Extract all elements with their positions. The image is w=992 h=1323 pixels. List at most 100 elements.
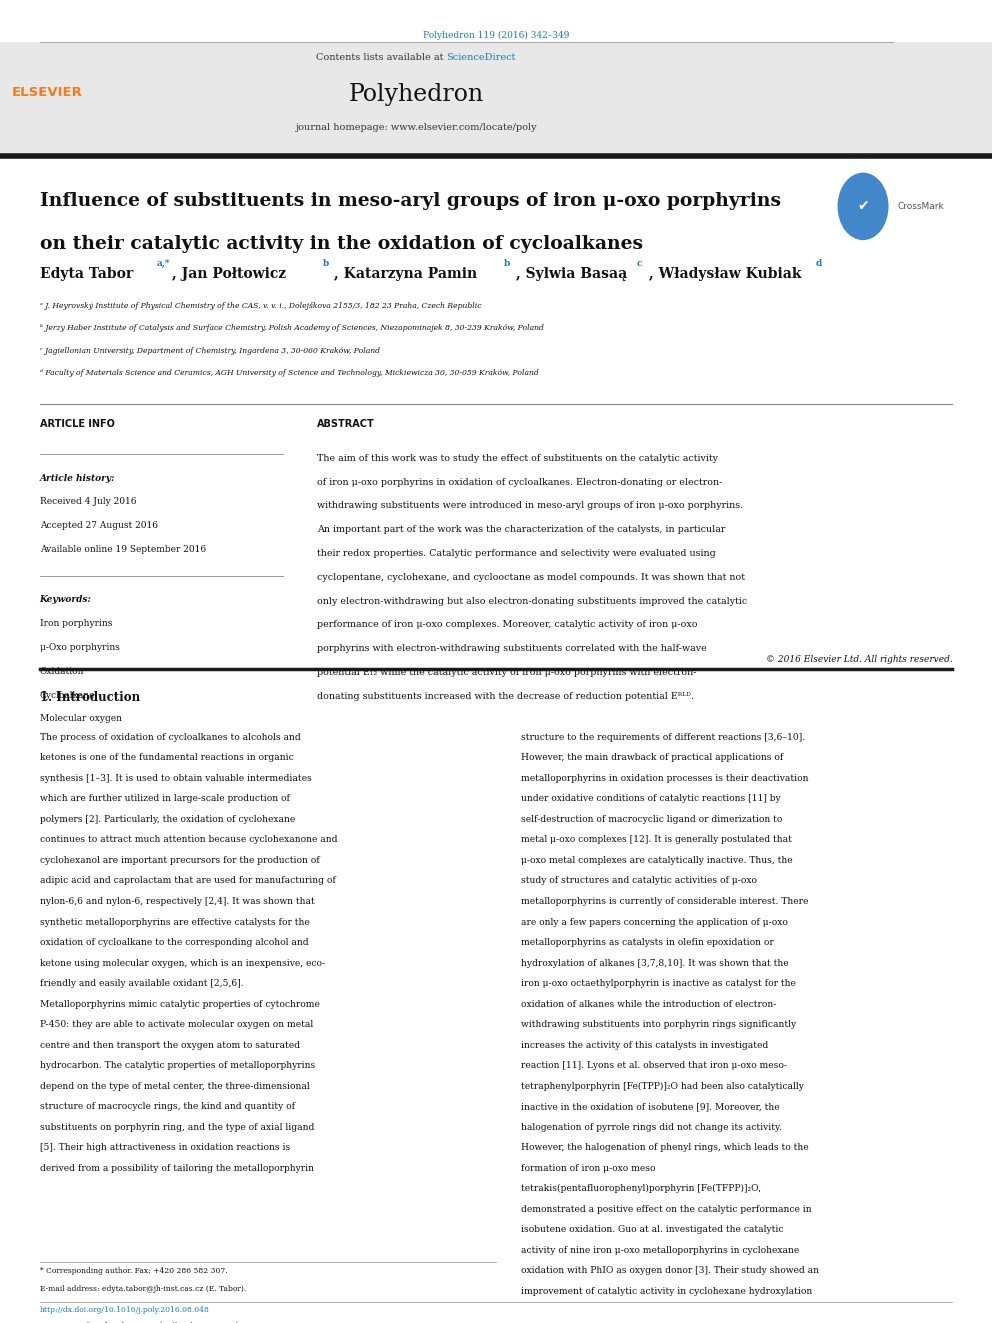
Text: of iron μ-oxo porphyrins in oxidation of cycloalkanes. Electron-donating or elec: of iron μ-oxo porphyrins in oxidation of… — [317, 478, 723, 487]
Text: donating substituents increased with the decrease of reduction potential Eᴿᴸᴰ.: donating substituents increased with the… — [317, 692, 694, 701]
Text: withdrawing substituents were introduced in meso-aryl groups of iron μ-oxo porph: withdrawing substituents were introduced… — [317, 501, 744, 511]
Text: metalloporphyrins is currently of considerable interest. There: metalloporphyrins is currently of consid… — [521, 897, 808, 906]
Text: Edyta Tabor: Edyta Tabor — [40, 267, 133, 282]
Text: Influence of substituents in meso-aryl groups of iron μ-oxo porphyrins: Influence of substituents in meso-aryl g… — [40, 192, 781, 210]
Text: Keywords:: Keywords: — [40, 595, 91, 605]
Text: a,*: a,* — [157, 259, 171, 269]
Text: are only a few papers concerning the application of μ-oxo: are only a few papers concerning the app… — [521, 918, 788, 926]
Text: study of structures and catalytic activities of μ-oxo: study of structures and catalytic activi… — [521, 877, 757, 885]
Text: Polyhedron 119 (2016) 342–349: Polyhedron 119 (2016) 342–349 — [423, 30, 569, 40]
Text: activity of nine iron μ-oxo metalloporphyrins in cyclohexane: activity of nine iron μ-oxo metalloporph… — [521, 1246, 799, 1254]
Text: centre and then transport the oxygen atom to saturated: centre and then transport the oxygen ato… — [40, 1040, 300, 1049]
Text: synthetic metalloporphyrins are effective catalysts for the: synthetic metalloporphyrins are effectiv… — [40, 918, 310, 926]
Text: polymers [2]. Particularly, the oxidation of cyclohexane: polymers [2]. Particularly, the oxidatio… — [40, 815, 295, 824]
Text: Oxidation: Oxidation — [40, 667, 84, 676]
Text: , Władysław Kubiak: , Władysław Kubiak — [649, 267, 802, 282]
Text: increases the activity of this catalysts in investigated: increases the activity of this catalysts… — [521, 1040, 768, 1049]
Text: * Corresponding author. Fax: +420 286 582 307.: * Corresponding author. Fax: +420 286 58… — [40, 1267, 227, 1275]
Text: ✔: ✔ — [857, 200, 869, 213]
Text: hydrocarbon. The catalytic properties of metalloporphyrins: hydrocarbon. The catalytic properties of… — [40, 1061, 314, 1070]
Text: μ-Oxo porphyrins: μ-Oxo porphyrins — [40, 643, 120, 652]
Text: performance of iron μ-oxo complexes. Moreover, catalytic activity of iron μ-oxo: performance of iron μ-oxo complexes. Mor… — [317, 620, 698, 630]
Text: which are further utilized in large-scale production of: which are further utilized in large-scal… — [40, 794, 290, 803]
Text: oxidation of cycloalkane to the corresponding alcohol and: oxidation of cycloalkane to the correspo… — [40, 938, 309, 947]
Text: on their catalytic activity in the oxidation of cycloalkanes: on their catalytic activity in the oxida… — [40, 235, 643, 254]
Text: metalloporphyrins in oxidation processes is their deactivation: metalloporphyrins in oxidation processes… — [521, 774, 808, 783]
Text: self-destruction of macrocyclic ligand or dimerization to: self-destruction of macrocyclic ligand o… — [521, 815, 782, 824]
Text: derived from a possibility of tailoring the metalloporphyrin: derived from a possibility of tailoring … — [40, 1164, 313, 1172]
Text: substituents on porphyrin ring, and the type of axial ligand: substituents on porphyrin ring, and the … — [40, 1122, 314, 1131]
Text: reaction [11]. Lyons et al. observed that iron μ-oxo meso-: reaction [11]. Lyons et al. observed tha… — [521, 1061, 787, 1070]
Text: only electron-withdrawing but also electron-donating substituents improved the c: only electron-withdrawing but also elect… — [317, 597, 748, 606]
Text: porphyrins with electron-withdrawing substituents correlated with the half-wave: porphyrins with electron-withdrawing sub… — [317, 644, 707, 654]
Text: synthesis [1–3]. It is used to obtain valuable intermediates: synthesis [1–3]. It is used to obtain va… — [40, 774, 311, 783]
Text: Cycloalkane: Cycloalkane — [40, 691, 95, 700]
Text: halogenation of pyrrole rings did not change its activity.: halogenation of pyrrole rings did not ch… — [521, 1122, 782, 1131]
Text: ketones is one of the fundamental reactions in organic: ketones is one of the fundamental reacti… — [40, 754, 294, 762]
Text: c: c — [637, 259, 643, 269]
Text: P-450: they are able to activate molecular oxygen on metal: P-450: they are able to activate molecul… — [40, 1020, 312, 1029]
Circle shape — [838, 173, 888, 239]
Text: ARTICLE INFO: ARTICLE INFO — [40, 419, 114, 430]
Text: [5]. Their high attractiveness in oxidation reactions is: [5]. Their high attractiveness in oxidat… — [40, 1143, 290, 1152]
Text: ketone using molecular oxygen, which is an inexpensive, eco-: ketone using molecular oxygen, which is … — [40, 958, 324, 967]
Text: ABSTRACT: ABSTRACT — [317, 419, 375, 430]
Text: CrossMark: CrossMark — [898, 202, 944, 210]
Text: An important part of the work was the characterization of the catalysts, in part: An important part of the work was the ch… — [317, 525, 726, 534]
Text: nylon-6,6 and nylon-6, respectively [2,4]. It was shown that: nylon-6,6 and nylon-6, respectively [2,4… — [40, 897, 314, 906]
Text: Available online 19 September 2016: Available online 19 September 2016 — [40, 545, 205, 554]
Text: , Sylwia Basaą: , Sylwia Basaą — [516, 267, 627, 282]
Text: their redox properties. Catalytic performance and selectivity were evaluated usi: their redox properties. Catalytic perfor… — [317, 549, 716, 558]
Text: However, the main drawback of practical applications of: However, the main drawback of practical … — [521, 754, 783, 762]
Text: structure to the requirements of different reactions [3,6–10].: structure to the requirements of differe… — [521, 733, 805, 742]
Text: μ-oxo metal complexes are catalytically inactive. Thus, the: μ-oxo metal complexes are catalytically … — [521, 856, 793, 865]
Text: ᵃ J. Heyrovský Institute of Physical Chemistry of the CAS, v. v. i., Dolejškova : ᵃ J. Heyrovský Institute of Physical Che… — [40, 302, 481, 310]
Text: potential E₁₂ while the catalytic activity of iron μ-oxo porphyrins with electro: potential E₁₂ while the catalytic activi… — [317, 668, 697, 677]
Text: journal homepage: www.elsevier.com/locate/poly: journal homepage: www.elsevier.com/locat… — [296, 123, 538, 132]
Text: 1. Introduction: 1. Introduction — [40, 691, 140, 704]
Text: formation of iron μ-oxo meso: formation of iron μ-oxo meso — [521, 1164, 656, 1172]
Text: friendly and easily available oxidant [2,5,6].: friendly and easily available oxidant [2… — [40, 979, 243, 988]
Text: , Katarzyna Pamin: , Katarzyna Pamin — [334, 267, 477, 282]
Text: cyclopentane, cyclohexane, and cyclooctane as model compounds. It was shown that: cyclopentane, cyclohexane, and cycloocta… — [317, 573, 745, 582]
Text: cyclohexanol are important precursors for the production of: cyclohexanol are important precursors fo… — [40, 856, 319, 865]
Text: iron μ-oxo octaethylporphyrin is inactive as catalyst for the: iron μ-oxo octaethylporphyrin is inactiv… — [521, 979, 796, 988]
Text: depend on the type of metal center, the three-dimensional: depend on the type of metal center, the … — [40, 1082, 310, 1090]
Text: ᵇ Jerzy Haber Institute of Catalysis and Surface Chemistry, Polish Academy of Sc: ᵇ Jerzy Haber Institute of Catalysis and… — [40, 324, 544, 332]
Text: isobutene oxidation. Guo at al. investigated the catalytic: isobutene oxidation. Guo at al. investig… — [521, 1225, 784, 1234]
Text: 0277-5387/© 2016 Elsevier Ltd. All rights reserved.: 0277-5387/© 2016 Elsevier Ltd. All right… — [40, 1322, 240, 1323]
Text: The process of oxidation of cycloalkanes to alcohols and: The process of oxidation of cycloalkanes… — [40, 733, 301, 742]
Text: b: b — [504, 259, 510, 269]
Text: Metalloporphyrins mimic catalytic properties of cytochrome: Metalloporphyrins mimic catalytic proper… — [40, 1000, 319, 1008]
Text: ELSEVIER: ELSEVIER — [12, 86, 82, 99]
Text: The aim of this work was to study the effect of substituents on the catalytic ac: The aim of this work was to study the ef… — [317, 454, 718, 463]
Text: tetraphenylporphyrin [Fe(TPP)]₂O had been also catalytically: tetraphenylporphyrin [Fe(TPP)]₂O had bee… — [521, 1082, 804, 1090]
Text: Molecular oxygen: Molecular oxygen — [40, 714, 122, 724]
Text: , Jan Połtowicz: , Jan Połtowicz — [172, 267, 286, 282]
Text: oxidation with PhIO as oxygen donor [3]. Their study showed an: oxidation with PhIO as oxygen donor [3].… — [521, 1266, 818, 1275]
Text: ᵈ Faculty of Materials Science and Ceramics, AGH University of Science and Techn: ᵈ Faculty of Materials Science and Ceram… — [40, 369, 539, 377]
Text: hydroxylation of alkanes [3,7,8,10]. It was shown that the: hydroxylation of alkanes [3,7,8,10]. It … — [521, 958, 789, 967]
Text: adipic acid and caprolactam that are used for manufacturing of: adipic acid and caprolactam that are use… — [40, 877, 335, 885]
Text: Polyhedron: Polyhedron — [349, 83, 484, 106]
Text: © 2016 Elsevier Ltd. All rights reserved.: © 2016 Elsevier Ltd. All rights reserved… — [766, 655, 952, 664]
Text: inactive in the oxidation of isobutene [9]. Moreover, the: inactive in the oxidation of isobutene [… — [521, 1102, 780, 1111]
Text: withdrawing substituents into porphyrin rings significantly: withdrawing substituents into porphyrin … — [521, 1020, 796, 1029]
Text: metal μ-oxo complexes [12]. It is generally postulated that: metal μ-oxo complexes [12]. It is genera… — [521, 836, 792, 844]
Text: Accepted 27 August 2016: Accepted 27 August 2016 — [40, 521, 158, 531]
Text: improvement of catalytic activity in cyclohexane hydroxylation: improvement of catalytic activity in cyc… — [521, 1286, 812, 1295]
Text: Contents lists available at: Contents lists available at — [315, 53, 446, 62]
Text: tetrakis(pentafluorophenyl)porphyrin [Fe(TFPP)]₂O,: tetrakis(pentafluorophenyl)porphyrin [Fe… — [521, 1184, 761, 1193]
Text: http://dx.doi.org/10.1016/j.poly.2016.08.048: http://dx.doi.org/10.1016/j.poly.2016.08… — [40, 1306, 209, 1314]
Text: b: b — [322, 259, 328, 269]
Text: ᶜ Jagiellonian University, Department of Chemistry, Ingardena 3, 30-060 Kraków, : ᶜ Jagiellonian University, Department of… — [40, 347, 380, 355]
Text: oxidation of alkanes while the introduction of electron-: oxidation of alkanes while the introduct… — [521, 1000, 776, 1008]
Text: metalloporphyrins as catalysts in olefin epoxidation or: metalloporphyrins as catalysts in olefin… — [521, 938, 774, 947]
Text: demonstrated a positive effect on the catalytic performance in: demonstrated a positive effect on the ca… — [521, 1205, 811, 1213]
Text: continues to attract much attention because cyclohexanone and: continues to attract much attention beca… — [40, 836, 337, 844]
Text: Iron porphyrins: Iron porphyrins — [40, 619, 112, 628]
Text: However, the halogenation of phenyl rings, which leads to the: However, the halogenation of phenyl ring… — [521, 1143, 808, 1152]
Text: structure of macrocycle rings, the kind and quantity of: structure of macrocycle rings, the kind … — [40, 1102, 295, 1111]
Text: Article history:: Article history: — [40, 474, 115, 483]
Text: d: d — [815, 259, 821, 269]
